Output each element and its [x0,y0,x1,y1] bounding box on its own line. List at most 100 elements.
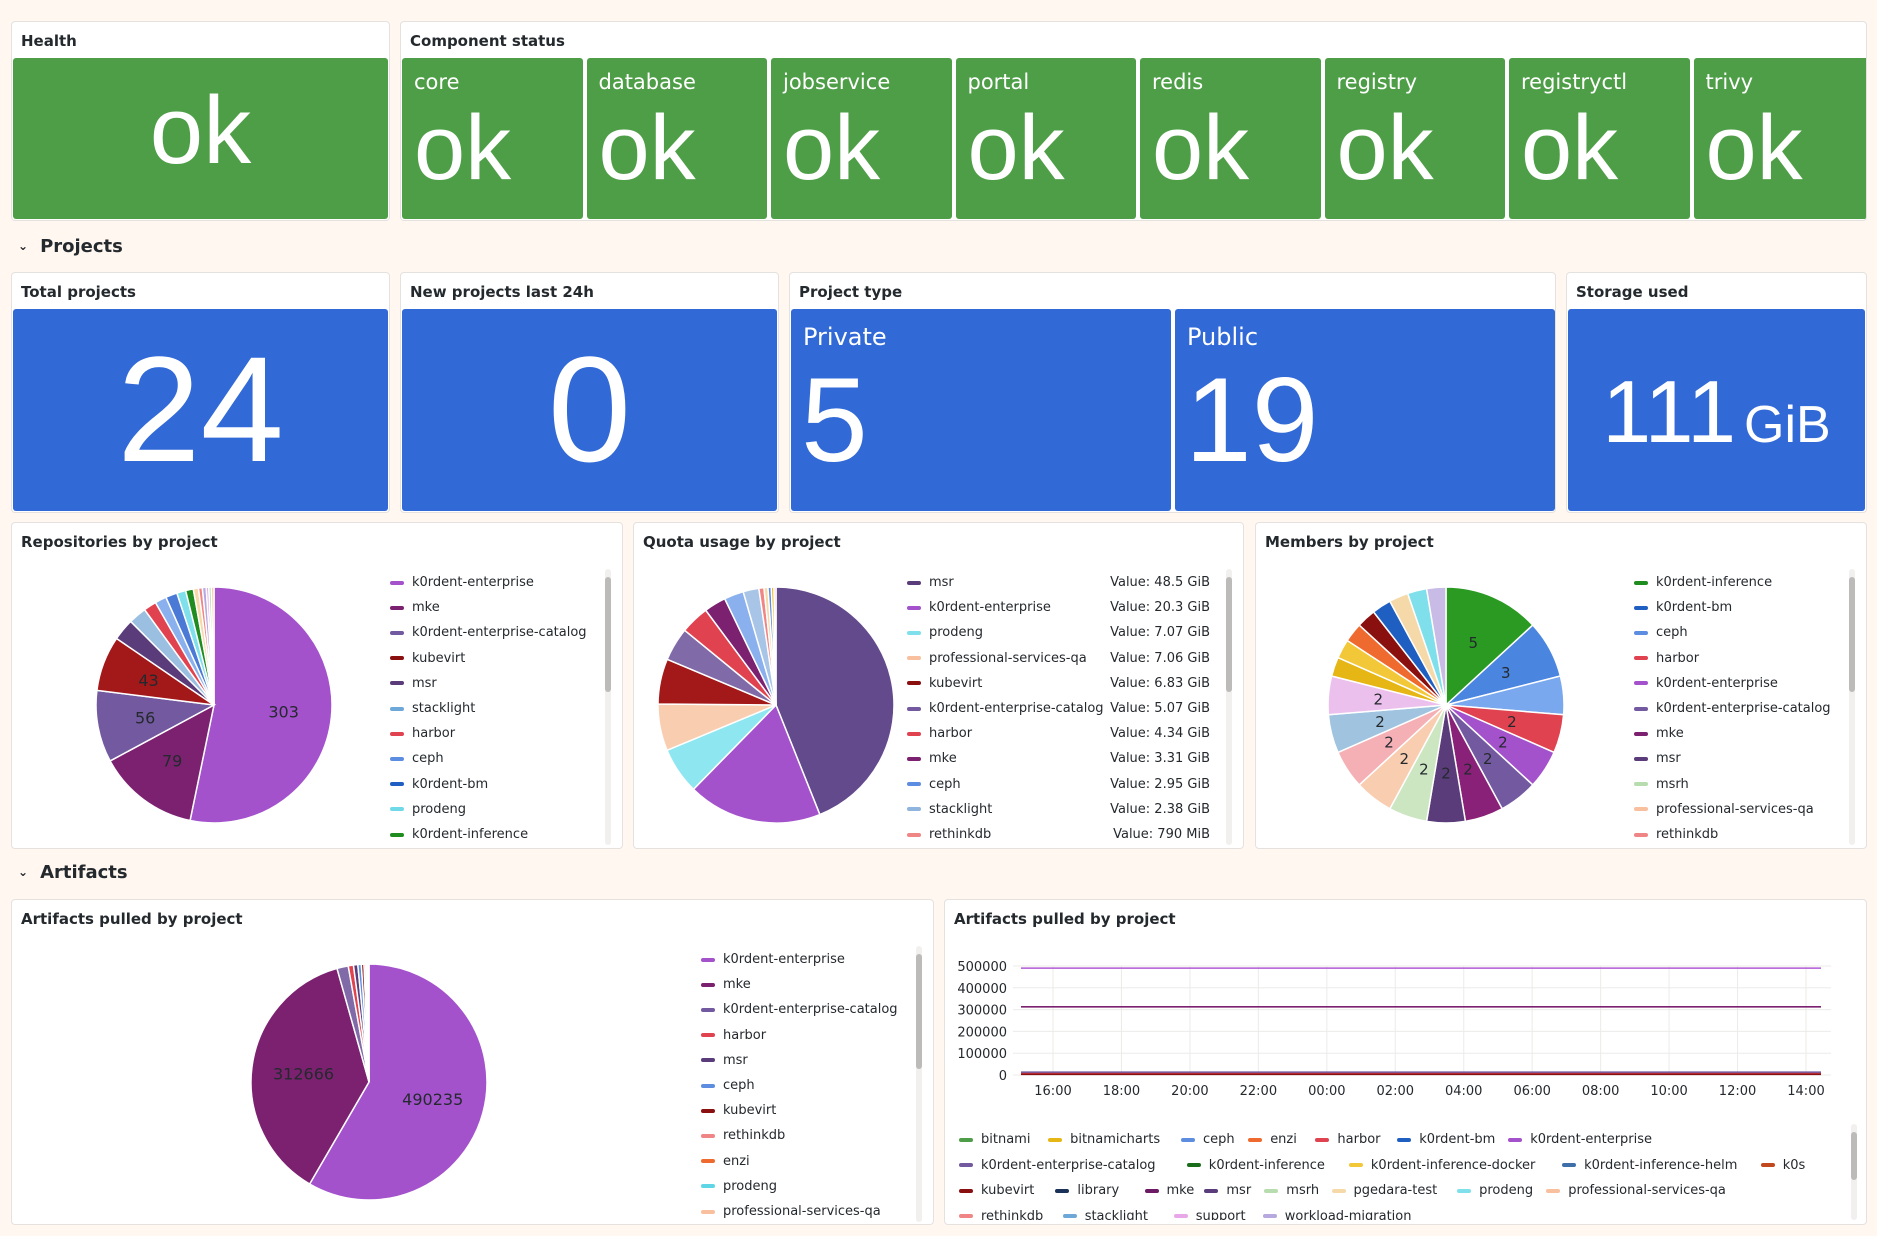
pie-slice-k0rdent-inference[interactable] [1445,586,1534,707]
legend-item[interactable]: stacklight [390,701,605,716]
pie-slice-other-4[interactable] [773,586,777,706]
legend-item[interactable]: k0rdent-inference [1634,575,1849,590]
ts-legend-item[interactable]: k0rdent-bm [1397,1132,1495,1147]
legend-item[interactable]: rethinkdb Value: 790 MiB [907,827,1210,842]
pie-slice-mke[interactable] [109,703,216,822]
ts-legend-item[interactable]: prodeng [1457,1183,1533,1198]
legend-item[interactable]: ceph [701,1078,916,1093]
legend-label: k0rdent-enterprise-catalog [929,701,1104,716]
pie-label: 2 [1498,733,1508,751]
pie-slice-professional-services-qa[interactable] [367,963,370,1083]
legend-item[interactable]: kubevirt Value: 6.83 GiB [907,676,1210,691]
members-legend-scrollbar[interactable] [1849,569,1855,845]
component-name: registryctl [1521,70,1628,94]
quota-legend-scrollbar[interactable] [1226,569,1232,845]
members-legend-scroll-thumb[interactable] [1849,577,1855,692]
legend-item[interactable]: rethinkdb [701,1128,916,1143]
legend-item[interactable]: k0rdent-bm [1634,600,1849,615]
ts-legend-item[interactable]: bitnamicharts [1048,1132,1160,1147]
section-artifacts[interactable]: ⌄ Artifacts [18,862,128,883]
legend-item[interactable]: k0rdent-inference [390,827,605,842]
legend-item[interactable]: mke [390,600,605,615]
legend-item[interactable]: prodeng [390,802,605,817]
ts-legend-item[interactable]: k0rdent-inference-helm [1562,1158,1737,1173]
legend-item[interactable]: kubevirt [390,651,605,666]
ts-legend-item[interactable]: enzi [1248,1132,1297,1147]
ts-legend-item[interactable]: harbor [1315,1132,1381,1147]
legend-item[interactable]: kubevirt [701,1103,916,1118]
ts-legend-item[interactable]: library [1055,1183,1119,1198]
legend-item[interactable]: enzi [701,1154,916,1169]
pie-slice-k0rdent-enterprise[interactable] [692,703,821,824]
legend-item[interactable]: k0rdent-enterprise [1634,676,1849,691]
legend-item[interactable]: mke [701,977,916,992]
ts-legend-item[interactable]: k0rdent-enterprise-catalog [959,1158,1156,1173]
legend-item[interactable]: k0rdent-bm [390,777,605,792]
artifacts-legend-scrollbar[interactable] [916,946,922,1222]
storage-used-value-wrap: 111 GiB [1568,361,1865,463]
pie-label: 2 [1373,691,1383,709]
legend-item[interactable]: ceph [390,751,605,766]
legend-item[interactable]: mke Value: 3.31 GiB [907,751,1210,766]
legend-item[interactable]: professional-services-qa [1634,802,1849,817]
legend-item[interactable]: harbor [1634,651,1849,666]
legend-item[interactable]: ceph [1634,625,1849,640]
ts-legend-item[interactable]: k0rdent-enterprise [1508,1132,1652,1147]
ts-legend-item[interactable]: msr [1204,1183,1251,1198]
legend-item[interactable]: k0rdent-enterprise [701,952,916,967]
legend-item[interactable]: ceph Value: 2.95 GiB [907,777,1210,792]
legend-label: stacklight [1084,1208,1149,1221]
chevron-down-icon: ⌄ [18,238,29,253]
ts-legend-item[interactable]: workload-migration [1262,1209,1411,1220]
pie-slice-other-10[interactable] [1425,586,1447,706]
legend-item[interactable]: k0rdent-enterprise-catalog [701,1002,916,1017]
artifacts-legend-scroll-thumb[interactable] [916,954,922,1069]
legend-item[interactable]: msr [1634,751,1849,766]
repos-legend-scroll-thumb[interactable] [605,577,611,692]
ts-legend-item[interactable]: support [1173,1209,1246,1220]
pie-slice-k0rdent-enterprise[interactable] [189,586,333,824]
legend-item[interactable]: rethinkdb [1634,827,1849,842]
pie-slice-k0rdent-enterprise[interactable] [308,963,488,1201]
quota-legend-scroll-thumb[interactable] [1226,577,1232,692]
legend-item[interactable]: stacklight Value: 2.38 GiB [907,802,1210,817]
legend-item[interactable]: professional-services-qa Value: 7.06 GiB [907,651,1210,666]
legend-item[interactable]: msr [701,1053,916,1068]
ts-legend-item[interactable]: stacklight [1062,1208,1149,1221]
pie-slice-mke[interactable] [250,967,370,1186]
ts-legend-item[interactable]: mke [1144,1183,1194,1198]
ts-legend-item[interactable]: bitnami [959,1132,1030,1147]
ts-legend-item[interactable]: k0rdent-inference [1186,1158,1325,1173]
ts-legend-item[interactable]: rethinkdb [959,1209,1043,1220]
pie-slice-k0rdent-enterprise-catalog[interactable] [95,689,217,762]
legend-item[interactable]: prodeng [701,1179,916,1194]
legend-item[interactable]: k0rdent-enterprise-catalog [1634,701,1849,716]
legend-item[interactable]: msr [390,676,605,691]
legend-item[interactable]: prodeng Value: 7.07 GiB [907,625,1210,640]
ts-legend-item[interactable]: professional-services-qa [1546,1183,1726,1198]
ts-legend-item[interactable]: ceph [1181,1132,1235,1147]
ts-legend-item[interactable]: pgedara-test [1331,1183,1437,1198]
legend-item[interactable]: harbor Value: 4.34 GiB [907,726,1210,741]
legend-item[interactable]: k0rdent-enterprise-catalog Value: 5.07 Gi… [907,701,1210,716]
ts-legend-item[interactable]: msrh [1264,1183,1319,1198]
legend-item[interactable]: k0rdent-enterprise-catalog [390,625,605,640]
section-projects[interactable]: ⌄ Projects [18,236,123,257]
pie-slice-msr[interactable] [775,586,895,816]
pie-slice-other-6[interactable] [210,586,215,706]
artifacts-ts-legend-scrollbar[interactable] [1851,1124,1857,1220]
legend-item[interactable]: professional-services-qa [701,1204,916,1219]
ts-legend-item[interactable]: k0s [1760,1158,1805,1173]
legend-item[interactable]: harbor [390,726,605,741]
members-legend: k0rdent-inference k0rdent-bm ceph harbor k0r… [1634,575,1849,845]
artifacts-ts-legend-scroll-thumb[interactable] [1851,1132,1857,1180]
repos-legend-scrollbar[interactable] [605,569,611,845]
legend-item[interactable]: k0rdent-enterprise [390,575,605,590]
legend-item[interactable]: msr Value: 48.5 GiB [907,575,1210,590]
legend-item[interactable]: msrh [1634,777,1849,792]
legend-item[interactable]: harbor [701,1028,916,1043]
legend-item[interactable]: mke [1634,726,1849,741]
legend-item[interactable]: k0rdent-enterprise Value: 20.3 GiB [907,600,1210,615]
ts-legend-item[interactable]: kubevirt [959,1183,1034,1198]
ts-legend-item[interactable]: k0rdent-inference-docker [1348,1158,1535,1173]
